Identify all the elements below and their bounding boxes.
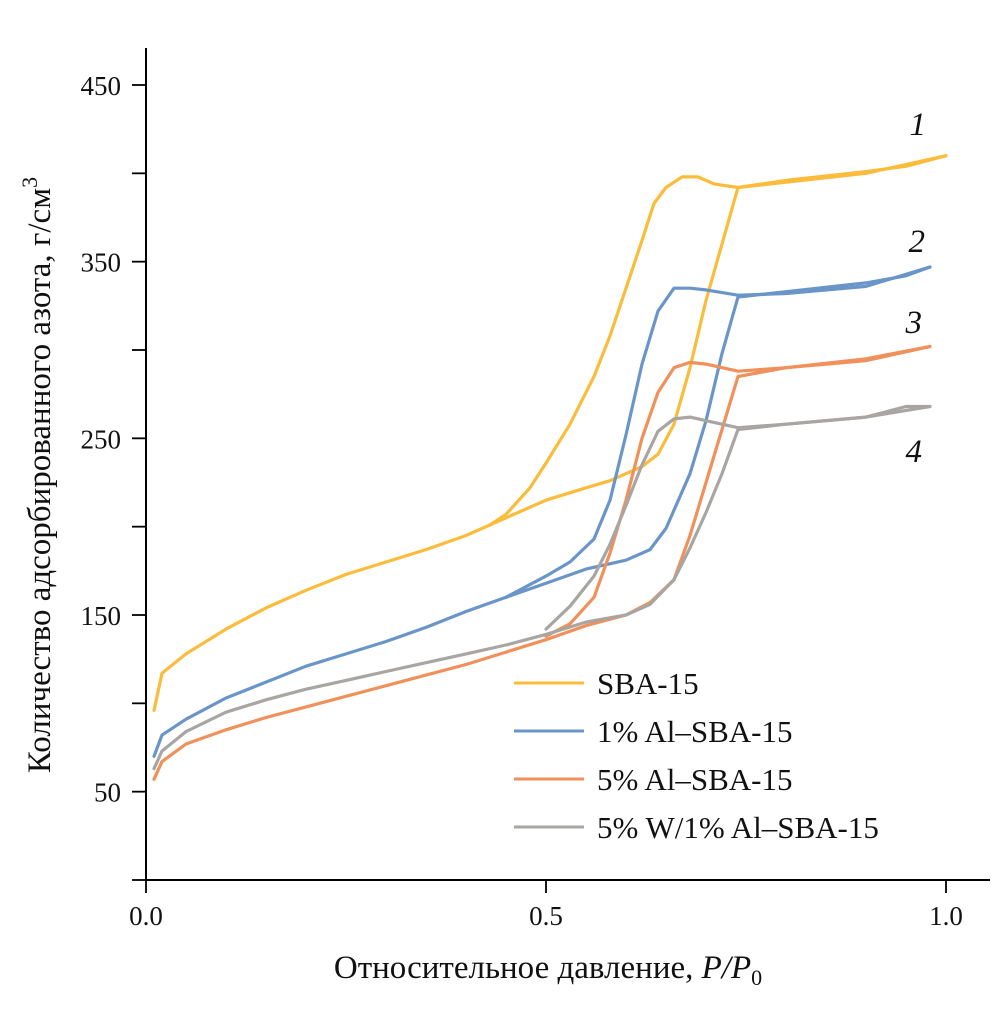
x-axis-ticks: 0.0 0.5 1.0 <box>129 880 963 931</box>
desorption-branch-line <box>544 404 932 631</box>
legend: SBA-15 1% Al–SBA-15 5% Al–SBA-15 5% W/1% Al… <box>514 666 879 845</box>
legend-label: 5% W/1% Al–SBA-15 <box>597 810 879 845</box>
series-1 <box>152 154 948 712</box>
legend-item: 1% Al–SBA-15 <box>514 714 793 749</box>
series-2 <box>152 265 932 758</box>
x-tick-label: 0.0 <box>129 901 163 931</box>
series-3 <box>152 344 932 781</box>
x-axis-title: Относительное давление, P/P0 <box>334 950 762 990</box>
curve-label-3: 3 <box>905 305 923 341</box>
curve-labels: 1 2 3 4 <box>905 107 927 470</box>
y-tick-label: 450 <box>81 71 122 101</box>
x-tick-label: 0.5 <box>529 901 563 931</box>
adsorption-branch-line <box>152 404 932 771</box>
legend-item: SBA-15 <box>514 666 699 701</box>
curve-label-1: 1 <box>910 107 927 143</box>
legend-label: 1% Al–SBA-15 <box>597 714 793 749</box>
y-tick-label: 350 <box>81 248 122 278</box>
y-axis-title-superscript: 3 <box>17 177 42 188</box>
legend-label: 5% Al–SBA-15 <box>597 762 793 797</box>
desorption-branch-line <box>544 344 932 638</box>
y-tick-label: 250 <box>81 424 122 454</box>
legend-label: SBA-15 <box>597 666 699 701</box>
curve-label-2: 2 <box>909 224 926 260</box>
plot-area <box>152 154 948 781</box>
x-axis-title-text: Относительное давление, <box>334 950 702 986</box>
desorption-branch-line <box>504 265 932 599</box>
legend-item: 5% Al–SBA-15 <box>514 762 793 797</box>
y-tick-label: 150 <box>81 601 122 631</box>
x-axis-title-symbol: P/P <box>701 950 751 986</box>
y-tick-label: 50 <box>94 778 121 808</box>
y-axis-title-text: Количество адсорбированного азота, г/см <box>22 188 58 773</box>
series-4 <box>152 404 932 771</box>
adsorption-branch-line <box>152 344 932 781</box>
x-axis-title-subscript: 0 <box>751 965 762 990</box>
legend-item: 5% W/1% Al–SBA-15 <box>514 810 879 845</box>
y-axis-ticks: 50 150 250 350 450 <box>81 71 146 881</box>
y-axis-title: Количество адсорбированного азота, г/см3 <box>17 177 58 773</box>
curve-label-4: 4 <box>906 434 923 470</box>
x-tick-label: 1.0 <box>929 901 963 931</box>
desorption-branch-line <box>488 154 948 527</box>
